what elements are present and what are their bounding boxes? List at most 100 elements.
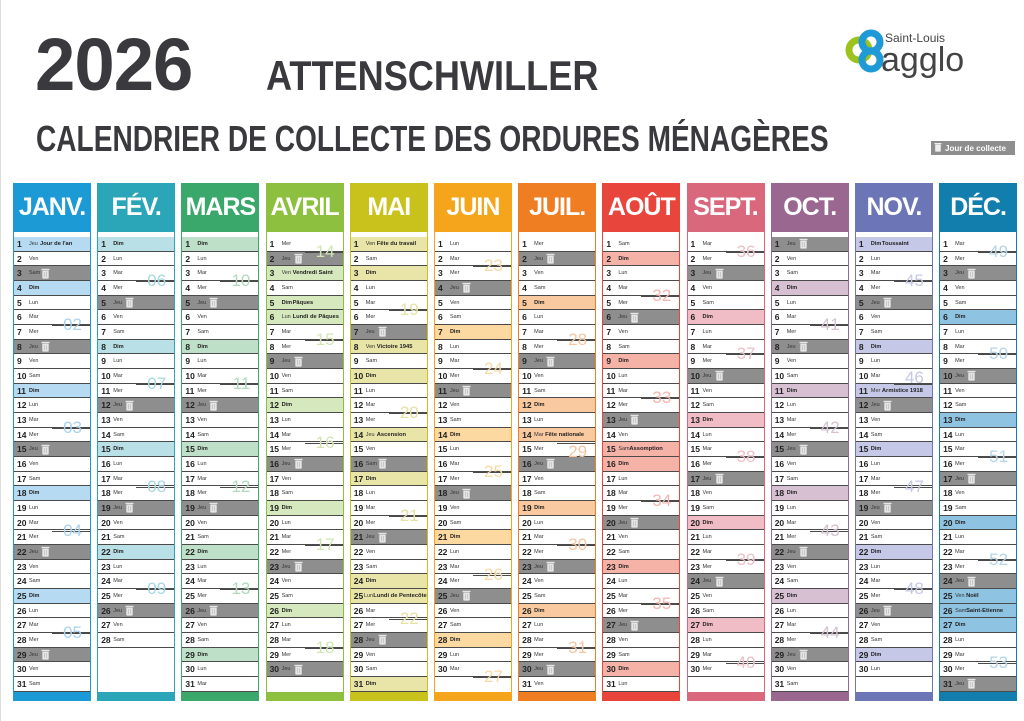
day-number: 13	[17, 414, 27, 425]
day-row: 12 Mar	[350, 398, 427, 414]
day-number: 12	[269, 400, 280, 411]
day-row: 29 Mar	[940, 648, 1017, 663]
trash-icon	[715, 473, 724, 484]
weekday-label: Lun	[449, 446, 460, 453]
day-number: 7	[101, 326, 106, 337]
day-number: 19	[690, 502, 700, 513]
month-column: AVRIL 1 Mer 2 Jeu 3 Ven Vendredi Saint 4 Sam 5 Dim P…	[265, 183, 344, 701]
day-row: 26 Lun	[14, 604, 90, 619]
day-row: 13 Mar	[771, 413, 848, 428]
weekday-label: Lun	[618, 270, 628, 277]
day-row: 23 Mar	[434, 560, 511, 575]
day-row: 24 Mer	[434, 574, 511, 590]
week-number: 46	[902, 367, 926, 387]
weekday-label: Ven	[786, 563, 797, 570]
day-number: 12	[17, 400, 27, 411]
weekday-label: Dim	[29, 387, 40, 394]
day-row: 23 Lun	[855, 560, 932, 575]
weekday-label: Lun	[113, 563, 123, 570]
weekday-label: Mer	[618, 402, 628, 409]
weekday-label: Sam	[197, 534, 209, 541]
weekday-label: Mar	[955, 651, 965, 658]
day-number: 25	[522, 590, 532, 601]
day-row: 6 Ven	[182, 310, 259, 326]
weekday-label: Dim	[870, 343, 882, 350]
day-number: 17	[774, 473, 785, 484]
day-row: 18 Jeu	[434, 486, 511, 502]
week-number: 42	[818, 417, 842, 437]
weekday-label: Sam	[113, 431, 125, 438]
day-row: 28 Ven	[603, 633, 680, 648]
week-number: 12	[229, 476, 253, 496]
weekday-label: Sam	[786, 578, 798, 585]
weekday-label: Sam	[702, 299, 714, 306]
day-row: 11 Ven	[940, 384, 1017, 399]
month-footer-bar	[687, 692, 764, 700]
day-number: 6	[101, 312, 106, 323]
week-number: 03	[61, 417, 84, 437]
weekday-label: Jeu	[29, 343, 38, 350]
day-row: 27 Jeu	[603, 618, 680, 634]
weekday-label: Dim	[449, 328, 461, 335]
weekday-label: Lun	[365, 490, 375, 497]
day-number: 10	[943, 370, 953, 381]
day-row: 4 Lun	[350, 281, 427, 296]
weekday-label: Ven	[29, 358, 39, 365]
day-row: 18 Mer	[182, 486, 259, 502]
week-number: 18	[313, 638, 337, 658]
month-footer-bar	[855, 692, 932, 700]
day-number: 8	[858, 341, 864, 352]
day-row: 12 Jeu	[98, 398, 175, 414]
day-row: 28 Sam	[98, 633, 175, 648]
day-number: 18	[17, 488, 27, 499]
weekday-label: Ven	[702, 284, 712, 291]
weekday-label: Jeu	[281, 666, 291, 673]
weekday-label: Ven	[534, 475, 544, 482]
day-number: 27	[185, 620, 195, 631]
day-number: 17	[17, 473, 27, 484]
day-row: 30 Mer	[940, 662, 1017, 678]
day-number: 3	[943, 268, 948, 279]
week-number: 04	[61, 520, 84, 540]
day-number: 30	[353, 664, 364, 675]
day-number: 4	[269, 282, 275, 293]
day-number: 28	[353, 634, 364, 645]
day-number: 31	[606, 678, 616, 689]
weekday-label: Sam	[618, 343, 630, 350]
day-row: 21 Mar	[519, 530, 596, 546]
holiday-name: Toussaint	[881, 240, 909, 247]
day-number: 8	[690, 341, 696, 352]
trash-icon	[462, 282, 471, 293]
day-row: 6 Ven	[855, 310, 932, 326]
weekday-label: Lun	[281, 519, 291, 526]
day-row: 15 Mer	[519, 442, 596, 458]
day-number: 17	[437, 473, 448, 484]
day-number: 14	[774, 429, 785, 440]
weekday-label: Jeu	[786, 446, 796, 453]
day-row: 8 Sam	[603, 340, 680, 355]
weekday-label: Jeu	[534, 358, 543, 365]
day-row: 28 Lun	[687, 633, 764, 648]
weekday-label: Sam	[29, 372, 41, 379]
day-number: 16	[17, 458, 27, 469]
day-row: 5 Jeu	[182, 295, 259, 311]
month-footer-bar	[519, 692, 596, 700]
day-number: 1	[185, 238, 191, 249]
day-row: 9 Jeu	[266, 354, 343, 370]
weekday-label: Sam	[534, 387, 546, 394]
day-row: 8 Dim	[855, 339, 932, 355]
weekday-label: Ven	[618, 431, 628, 438]
day-number: 29	[943, 649, 953, 660]
day-number: 1	[17, 238, 22, 249]
weekday-label: Sam	[786, 680, 798, 687]
day-row: 6 Lun	[519, 310, 596, 326]
weekday-label: Lun	[870, 666, 881, 673]
weekday-label: Mar	[702, 240, 712, 247]
day-number: 26	[690, 605, 700, 616]
weekday-label: Mar	[197, 578, 207, 585]
day-row: 3 Sam	[14, 266, 90, 282]
day-number: 22	[522, 546, 532, 557]
day-row: 22 Jeu	[771, 545, 848, 560]
weekday-label: Sam	[955, 504, 967, 511]
day-number: 5	[606, 297, 612, 308]
